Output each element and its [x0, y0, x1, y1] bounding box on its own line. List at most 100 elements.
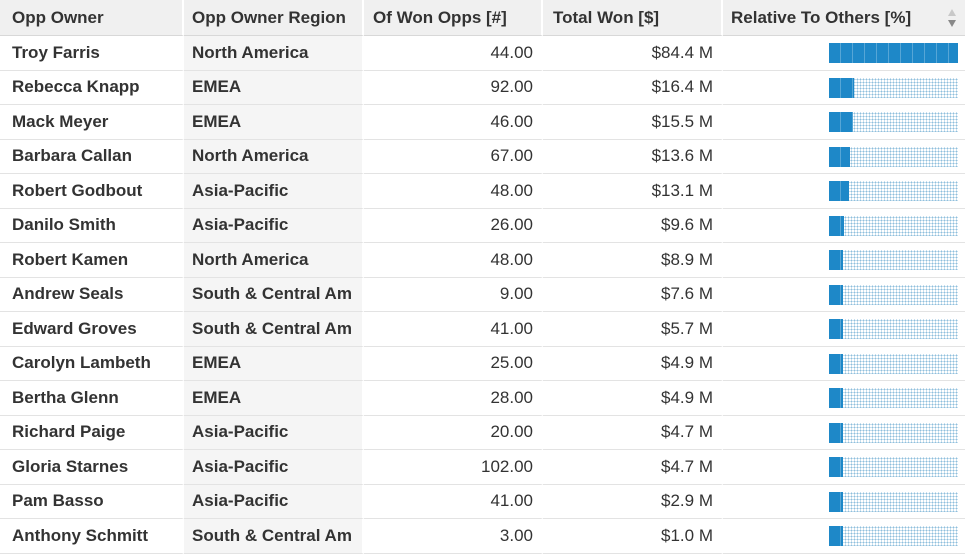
relative-bar-fill: [829, 250, 843, 270]
column-header-total-won[interactable]: Total Won [$]: [543, 0, 723, 36]
owner-cell: Pam Basso: [0, 484, 184, 519]
table-row[interactable]: Carolyn Lambeth EMEA 25.00 $4.9 M: [0, 346, 965, 381]
won-opps-cell: 41.00: [364, 484, 543, 519]
won-opps-cell: 48.00: [364, 174, 543, 209]
owner-cell: Andrew Seals: [0, 277, 184, 312]
relative-cell: [723, 277, 965, 312]
total-won-cell: $4.7 M: [543, 415, 723, 450]
owner-cell: Carolyn Lambeth: [0, 346, 184, 381]
owner-cell: Mack Meyer: [0, 105, 184, 140]
owner-cell: Richard Paige: [0, 415, 184, 450]
table-row[interactable]: Robert Kamen North America 48.00 $8.9 M: [0, 243, 965, 278]
owner-cell: Danilo Smith: [0, 208, 184, 243]
table-row[interactable]: Rebecca Knapp EMEA 92.00 $16.4 M: [0, 70, 965, 105]
won-opps-cell: 102.00: [364, 450, 543, 485]
relative-bar-track: [829, 112, 958, 132]
relative-cell: [723, 139, 965, 174]
won-opps-cell: 9.00: [364, 277, 543, 312]
sort-arrows-icon[interactable]: [947, 7, 957, 29]
table-row[interactable]: Bertha Glenn EMEA 28.00 $4.9 M: [0, 381, 965, 416]
relative-bar-fill: [829, 319, 843, 339]
region-cell: Asia-Pacific: [184, 208, 364, 243]
region-cell: EMEA: [184, 105, 364, 140]
won-opps-cell: 25.00: [364, 346, 543, 381]
header-row: Opp Owner Opp Owner Region Of Won Opps […: [0, 0, 965, 36]
relative-cell: [723, 208, 965, 243]
relative-bar-fill: [829, 526, 843, 546]
relative-bar-fill: [829, 146, 850, 167]
won-opps-cell: 28.00: [364, 381, 543, 416]
relative-bar-fill: [829, 457, 843, 477]
table-row[interactable]: Danilo Smith Asia-Pacific 26.00 $9.6 M: [0, 208, 965, 243]
table-row[interactable]: Gloria Starnes Asia-Pacific 102.00 $4.7 M: [0, 450, 965, 485]
region-cell: Asia-Pacific: [184, 415, 364, 450]
region-cell: South & Central Am: [184, 519, 364, 554]
relative-bar-fill: [829, 43, 958, 63]
table-row[interactable]: Edward Groves South & Central Am 41.00 $5.7…: [0, 312, 965, 347]
column-header-relative[interactable]: Relative To Others [%]: [723, 0, 965, 36]
total-won-cell: $8.9 M: [543, 243, 723, 278]
relative-cell: [723, 346, 965, 381]
relative-bar-track: [829, 284, 958, 305]
total-won-cell: $4.7 M: [543, 450, 723, 485]
total-won-cell: $15.5 M: [543, 105, 723, 140]
relative-bar-track: [829, 43, 958, 63]
table-row[interactable]: Troy Farris North America 44.00 $84.4 M: [0, 36, 965, 71]
column-header-won-opps[interactable]: Of Won Opps [#]: [364, 0, 543, 36]
relative-bar-track: [829, 181, 958, 201]
relative-bar-fill: [829, 353, 843, 374]
table-body: Troy Farris North America 44.00 $84.4 M Rebe…: [0, 36, 965, 554]
won-opps-cell: 20.00: [364, 415, 543, 450]
won-opps-cell: 3.00: [364, 519, 543, 554]
relative-cell: [723, 381, 965, 416]
won-opps-cell: 41.00: [364, 312, 543, 347]
total-won-cell: $84.4 M: [543, 36, 723, 71]
region-cell: Asia-Pacific: [184, 450, 364, 485]
relative-bar-fill: [829, 181, 849, 201]
column-header-owner[interactable]: Opp Owner: [0, 0, 184, 36]
region-cell: EMEA: [184, 381, 364, 416]
table-row[interactable]: Pam Basso Asia-Pacific 41.00 $2.9 M: [0, 484, 965, 519]
total-won-cell: $13.1 M: [543, 174, 723, 209]
table-row[interactable]: Richard Paige Asia-Pacific 20.00 $4.7 M: [0, 415, 965, 450]
owner-cell: Robert Kamen: [0, 243, 184, 278]
owner-cell: Anthony Schmitt: [0, 519, 184, 554]
won-opps-cell: 44.00: [364, 36, 543, 71]
relative-cell: [723, 450, 965, 485]
relative-cell: [723, 484, 965, 519]
table-row[interactable]: Mack Meyer EMEA 46.00 $15.5 M: [0, 105, 965, 140]
total-won-cell: $16.4 M: [543, 70, 723, 105]
region-cell: South & Central Am: [184, 312, 364, 347]
total-won-cell: $2.9 M: [543, 484, 723, 519]
table-row[interactable]: Robert Godbout Asia-Pacific 48.00 $13.1 M: [0, 174, 965, 209]
relative-bar-track: [829, 250, 958, 270]
relative-cell: [723, 105, 965, 140]
region-cell: North America: [184, 36, 364, 71]
table-row[interactable]: Andrew Seals South & Central Am 9.00 $7.6 M: [0, 277, 965, 312]
table-row[interactable]: Anthony Schmitt South & Central Am 3.00 $1.…: [0, 519, 965, 554]
relative-bar-track: [829, 388, 958, 408]
owner-cell: Troy Farris: [0, 36, 184, 71]
relative-bar-track: [829, 77, 958, 98]
total-won-cell: $4.9 M: [543, 346, 723, 381]
owner-cell: Gloria Starnes: [0, 450, 184, 485]
total-won-cell: $1.0 M: [543, 519, 723, 554]
relative-bar-track: [829, 526, 958, 546]
region-cell: Asia-Pacific: [184, 174, 364, 209]
won-opps-cell: 67.00: [364, 139, 543, 174]
relative-bar-track: [829, 215, 958, 236]
won-opps-cell: 92.00: [364, 70, 543, 105]
column-header-relative-label: Relative To Others [%]: [731, 7, 912, 27]
relative-bar-fill: [829, 77, 855, 98]
column-header-region[interactable]: Opp Owner Region: [184, 0, 364, 36]
relative-bar-track: [829, 353, 958, 374]
relative-cell: [723, 243, 965, 278]
relative-bar-fill: [829, 112, 853, 132]
table-row[interactable]: Barbara Callan North America 67.00 $13.6 M: [0, 139, 965, 174]
relative-cell: [723, 70, 965, 105]
relative-cell: [723, 174, 965, 209]
relative-bar-track: [829, 491, 958, 512]
relative-cell: [723, 519, 965, 554]
owner-cell: Rebecca Knapp: [0, 70, 184, 105]
